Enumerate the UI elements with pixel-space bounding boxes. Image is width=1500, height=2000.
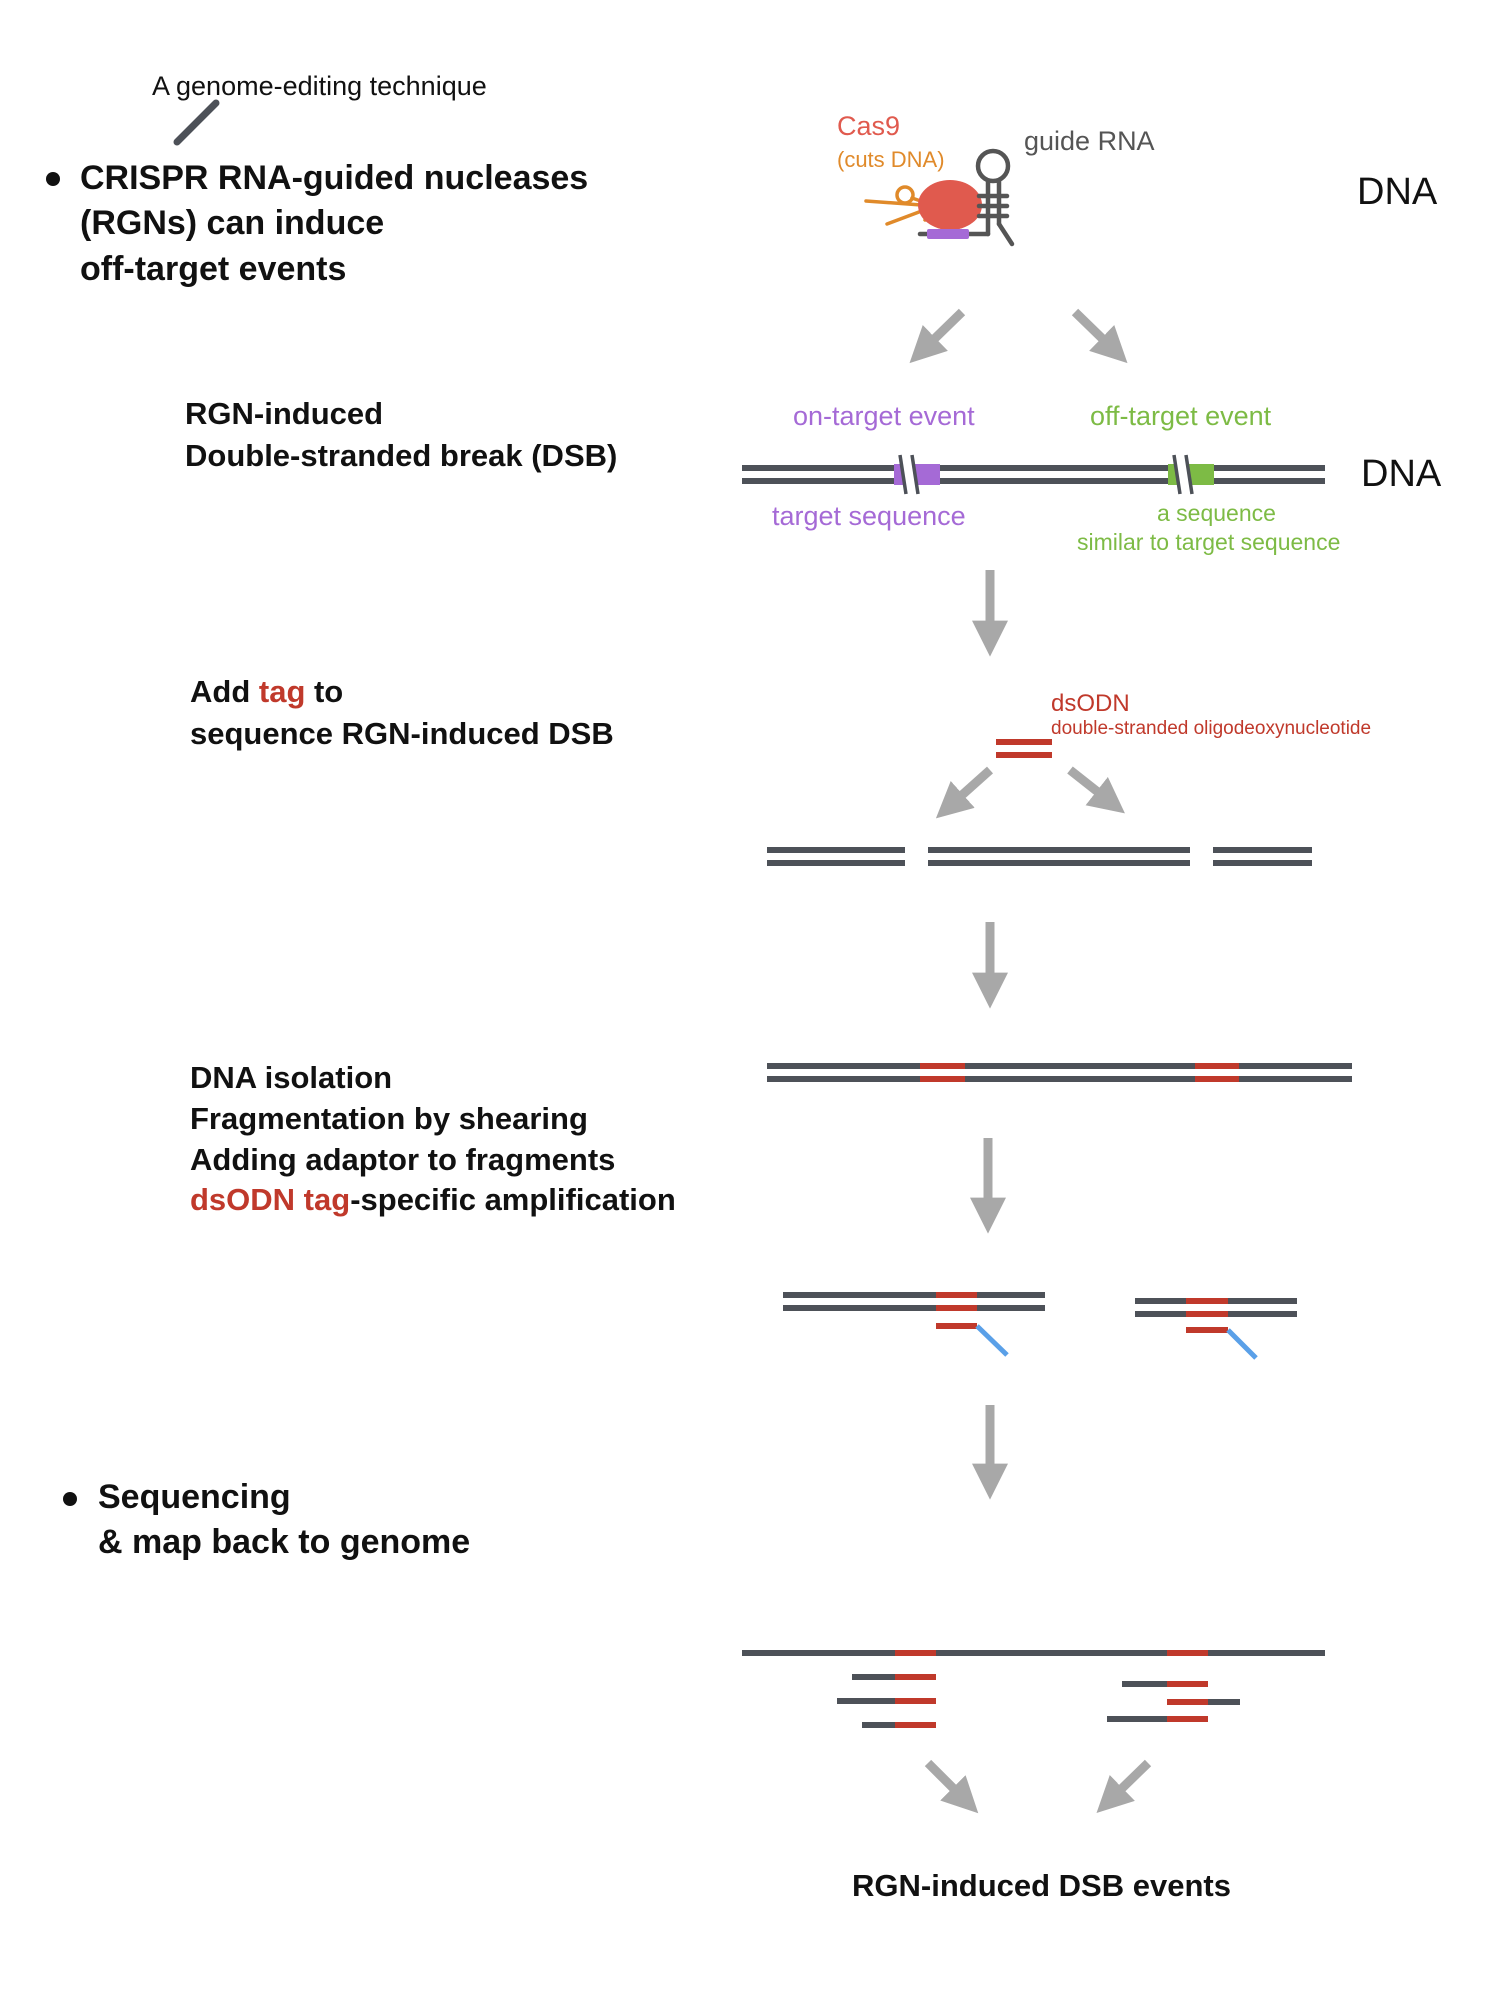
step4-line-2: & map back to genome	[98, 1523, 471, 1561]
guide-rna-target-pairing	[927, 229, 969, 239]
step3-line-4: dsODN tag-specific amplification	[190, 1181, 676, 1218]
dsodn-tag-shape	[996, 739, 1052, 758]
step2-line-2: sequence RGN-induced DSB	[190, 716, 614, 751]
target-sequence-label: target sequence	[772, 501, 966, 531]
step3-line-1: DNA isolation	[190, 1060, 393, 1095]
arrow-to-on-target	[909, 308, 966, 364]
step2-line-1: Add tag to	[190, 673, 343, 710]
complex-dna-label: DNA	[1357, 171, 1438, 213]
result-label: RGN-induced DSB events	[852, 1868, 1231, 1903]
amplified-fragment-right	[1135, 1298, 1297, 1360]
arrow-dsodn-left	[935, 766, 994, 819]
step1-dna-label: DNA	[1361, 453, 1442, 495]
mapped-reads-right	[1107, 1681, 1240, 1722]
intro-heading-line-3: off-target events	[80, 250, 347, 288]
amplified-fragment-left	[783, 1292, 1045, 1357]
arrow-final-right	[1096, 1759, 1152, 1814]
guide-rna-label: guide RNA	[1024, 126, 1155, 156]
tagged-dna-double-strand	[767, 1063, 1352, 1082]
step4-line-1: Sequencing	[98, 1478, 291, 1516]
cas9-label: Cas9	[837, 111, 901, 141]
dna-double-strand-with-breaks	[742, 454, 1325, 495]
step3-line-3: Adding adaptor to fragments	[190, 1142, 616, 1177]
step3-amplification-text: -specific amplification	[350, 1182, 676, 1217]
mapped-reads-left	[837, 1674, 936, 1728]
intro-heading-line-1: CRISPR RNA-guided nucleases	[80, 159, 589, 197]
annotation-genome-editing: A genome-editing technique	[152, 71, 487, 101]
step3-line-2: Fragmentation by shearing	[190, 1101, 588, 1136]
annotation-pointer-line	[173, 99, 220, 146]
step1-line-2: Double-stranded break (DSB)	[185, 438, 618, 473]
arrow-final-left	[924, 1759, 979, 1814]
intro-heading-line-2: (RGNs) can induce	[80, 204, 385, 242]
arrow-to-off-target	[1071, 308, 1128, 364]
step2-add-text: Add	[190, 674, 259, 709]
cas9-guide-rna-complex	[864, 148, 1015, 247]
step1-line-1: RGN-induced	[185, 396, 384, 431]
similar-sequence-line-2: similar to target sequence	[1077, 529, 1341, 555]
step2-to-text: to	[305, 674, 344, 709]
cas9-protein-shape	[918, 180, 982, 230]
bullet-sequencing	[63, 1492, 77, 1506]
similar-sequence-line-1: a sequence	[1157, 500, 1276, 526]
arrow-dsodn-right	[1067, 766, 1125, 814]
step3-dsodn-tag-text: dsODN tag	[190, 1182, 351, 1217]
step2-tag-word: tag	[258, 674, 306, 709]
bullet-intro	[46, 172, 60, 186]
on-target-label: on-target event	[793, 401, 975, 431]
dsodn-label: dsODN	[1051, 690, 1130, 717]
broken-dna-fragments	[767, 847, 1312, 866]
dsodn-full-name: double-stranded oligodeoxynucleotide	[1051, 718, 1372, 739]
cas9-sublabel: (cuts DNA)	[837, 147, 945, 172]
off-target-label: off-target event	[1090, 401, 1272, 431]
